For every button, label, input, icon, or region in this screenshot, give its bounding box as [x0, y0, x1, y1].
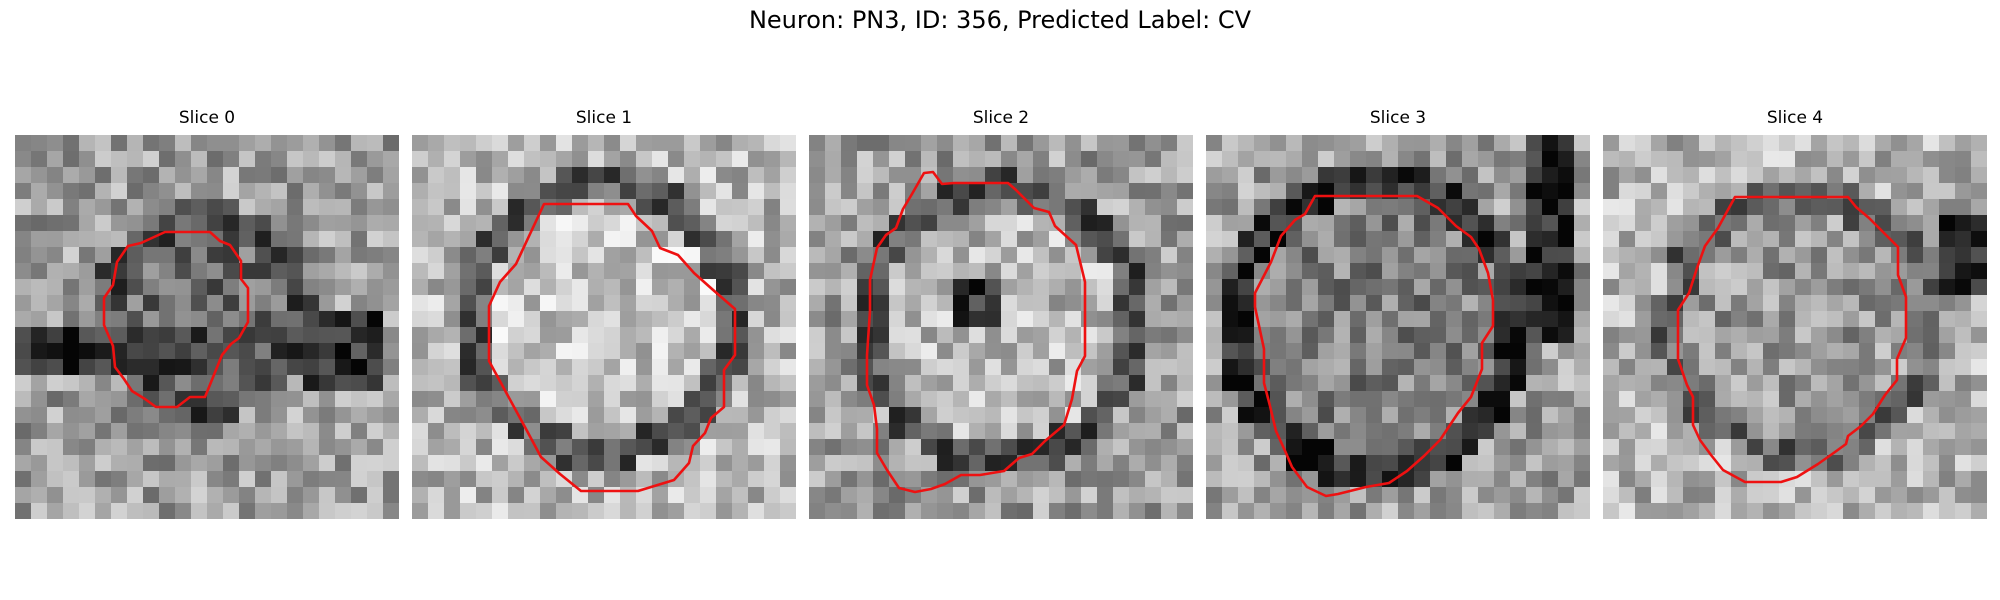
cell-contour-2 — [865, 170, 1087, 494]
slice-image-3 — [1206, 135, 1590, 519]
cell-contour-0 — [102, 230, 250, 409]
slice-image-4 — [1603, 135, 1987, 519]
slice-title-3: Slice 3 — [1369, 108, 1427, 128]
slice-image-2 — [809, 135, 1193, 519]
slice-title-1: Slice 1 — [575, 108, 633, 128]
cell-contour-3 — [1253, 194, 1495, 498]
slice-image-1 — [412, 135, 796, 519]
slice-title-0: Slice 0 — [178, 108, 236, 128]
cell-contour-4 — [1676, 195, 1908, 484]
slice-title-4: Slice 4 — [1766, 108, 1824, 128]
slice-title-2: Slice 2 — [972, 108, 1030, 128]
cell-contour-1 — [487, 202, 737, 493]
slice-image-0 — [15, 135, 399, 519]
figure-title: Neuron: PN3, ID: 356, Predicted Label: C… — [748, 6, 1252, 34]
